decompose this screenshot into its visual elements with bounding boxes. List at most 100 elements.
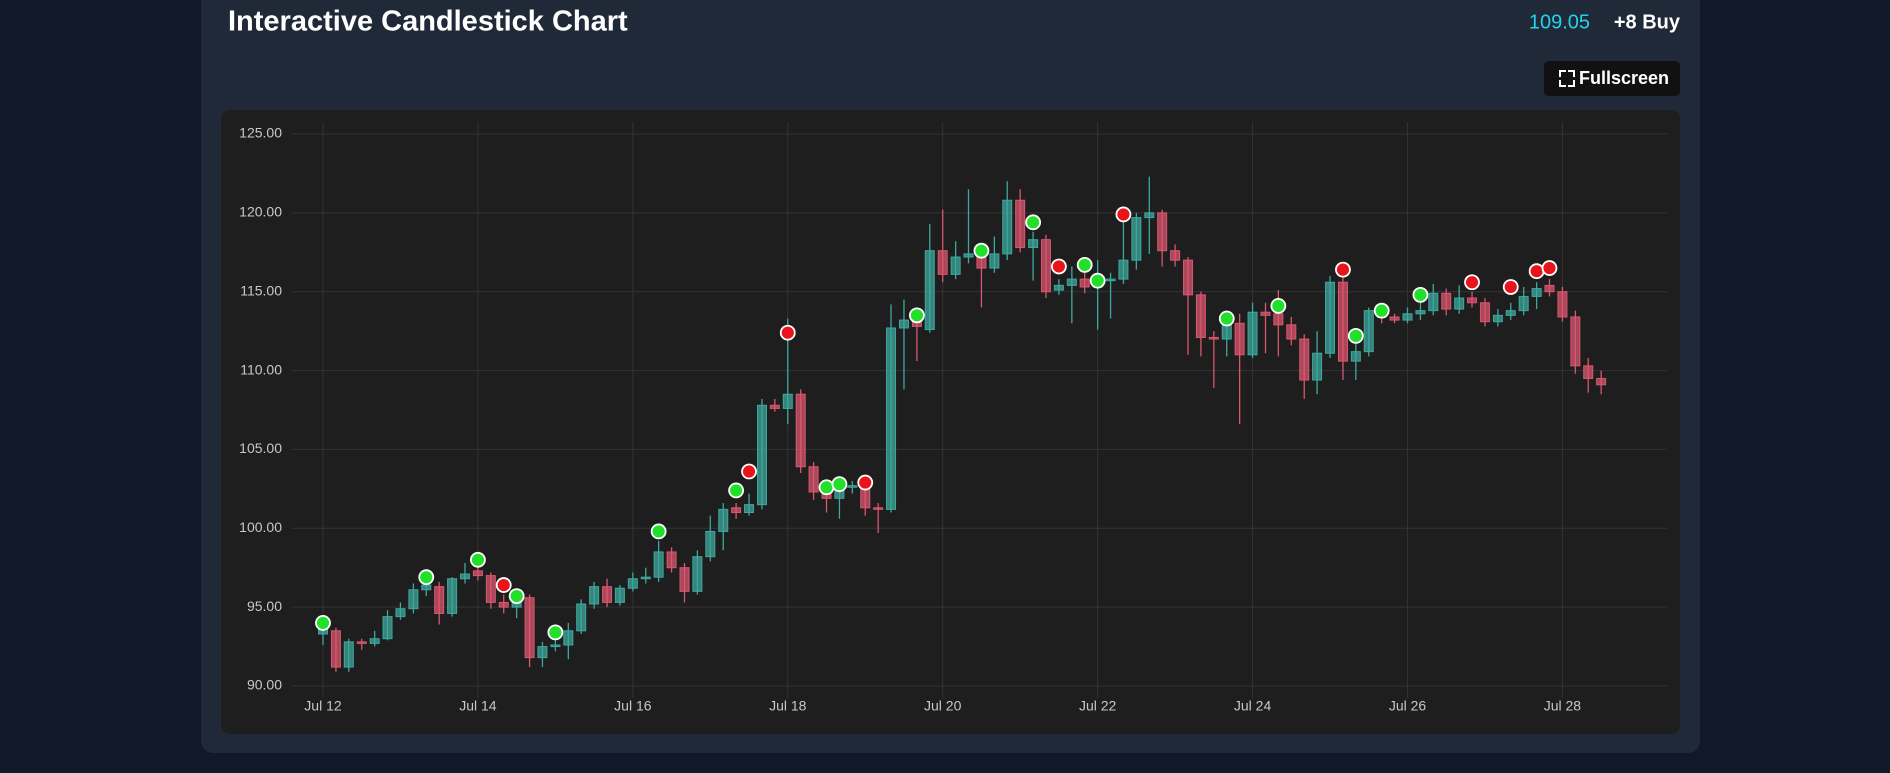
candle-body [1337, 281, 1348, 362]
signal-marker [741, 463, 757, 480]
y-tick-label: 90.00 [247, 677, 282, 693]
signal-marker [1025, 214, 1042, 231]
signal-marker [857, 474, 874, 491]
candle-body [950, 256, 961, 275]
x-tick-label: Jul 24 [1234, 698, 1272, 714]
candle-body [1544, 284, 1555, 293]
y-tick-label: 125.00 [239, 125, 282, 141]
signal-marker [470, 551, 486, 568]
candle-body [524, 597, 535, 659]
last-price: 109.05 [1529, 11, 1590, 33]
x-tick-label: Jul 26 [1389, 698, 1427, 714]
candle-body [1131, 217, 1142, 261]
candle-body [666, 551, 677, 569]
candle-body [808, 466, 819, 493]
candle-body [1570, 316, 1581, 367]
candle-body [1208, 336, 1219, 340]
x-tick-label: Jul 20 [924, 698, 962, 714]
candle-body [1557, 291, 1568, 318]
candle-body [937, 250, 948, 275]
candle-body [343, 641, 354, 668]
signal-marker [418, 569, 435, 586]
candle-body [382, 616, 393, 640]
candle-body [756, 404, 767, 506]
signal-marker [1464, 274, 1480, 291]
candle-body [1040, 239, 1051, 293]
signal-marker [818, 479, 835, 496]
candle-body [718, 508, 729, 532]
candle-body [472, 570, 483, 577]
candle-body [1144, 212, 1155, 219]
candle-body [1286, 324, 1297, 340]
candle-body [886, 327, 897, 510]
x-tick-label: Jul 28 [1544, 698, 1582, 714]
candle-body [1157, 212, 1168, 252]
signal-marker [547, 624, 564, 641]
candle-body [731, 507, 742, 514]
candle-body [640, 576, 651, 580]
signal-marker [1347, 327, 1364, 344]
signal-marker [1541, 260, 1558, 276]
grid: 90.00 95.00 100.00 105.00 110.00 115.00 120.00… [239, 122, 1667, 714]
candle-body [1015, 199, 1026, 249]
button-bg[interactable] [1544, 61, 1680, 96]
signal-marker [1051, 258, 1067, 275]
signal-marker [909, 307, 925, 324]
y-tick-label: 120.00 [239, 204, 282, 220]
candle-body [614, 587, 625, 603]
y-tick-label: 95.00 [247, 598, 282, 614]
candle-body [485, 575, 496, 603]
signal: +8 Buy [1614, 11, 1681, 33]
candle-body [692, 556, 703, 592]
signal-marker [1373, 302, 1390, 319]
y-tick-label: 110.00 [240, 361, 282, 377]
fullscreen-button[interactable]: Fullscreen [1544, 61, 1680, 96]
candle-body [627, 578, 638, 589]
signal-marker [728, 482, 745, 499]
candle-body [1195, 294, 1206, 338]
candle-body [1247, 311, 1258, 356]
signal-marker [1218, 310, 1235, 327]
candle-body [1260, 311, 1271, 316]
candle-body [1053, 284, 1064, 291]
candle-body [769, 404, 780, 409]
signal-marker [650, 523, 667, 540]
button-label[interactable]: Fullscreen [1579, 68, 1669, 88]
x-tick-label: Jul 22 [1079, 698, 1117, 714]
signal-marker [1115, 206, 1132, 223]
fullscreen-icon[interactable] [1559, 70, 1575, 87]
candle-body [963, 253, 974, 258]
candle-body [1066, 278, 1077, 286]
candle-body [1583, 365, 1594, 379]
y-tick-label: 105.00 [239, 440, 282, 456]
signal-marker [508, 588, 525, 605]
candle-body [1002, 199, 1013, 255]
candle-body [1492, 314, 1503, 323]
candle-body [744, 504, 755, 514]
signal-marker [779, 324, 796, 341]
candle-body [795, 393, 806, 468]
candle-body [1325, 281, 1336, 354]
signal-marker [1089, 272, 1106, 289]
x-tick-label: Jul 16 [614, 698, 652, 714]
candle-body [1505, 310, 1516, 316]
candle-body [356, 641, 367, 644]
candle-body [1596, 377, 1607, 386]
y-tick-label: 115.00 [240, 282, 282, 298]
candle-body [563, 630, 574, 646]
candle-body [330, 630, 341, 668]
signal-marker [1412, 286, 1429, 303]
candle-body [1273, 313, 1284, 326]
candle-body [1363, 310, 1374, 353]
candle-body [550, 644, 561, 648]
candles [315, 176, 1607, 672]
signal-marker [831, 476, 848, 493]
plot-area [221, 110, 1680, 734]
candle-body [434, 586, 445, 614]
candle-body [369, 638, 380, 644]
candle-body [1531, 288, 1542, 297]
candle-body [1402, 313, 1413, 321]
signal-marker [1076, 257, 1093, 273]
candle-body [1441, 292, 1452, 310]
